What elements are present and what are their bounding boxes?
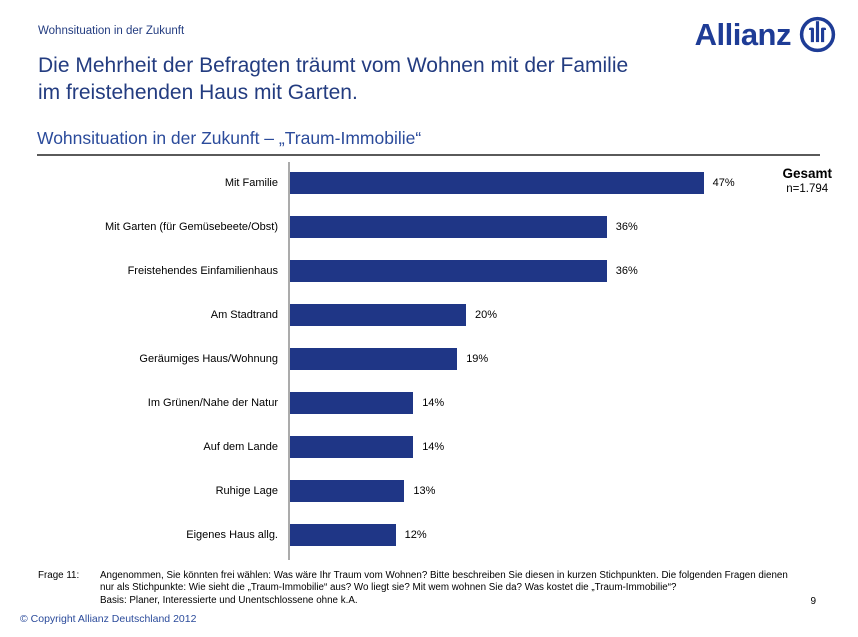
category-label: Mit Familie: [224, 177, 278, 189]
category-axis-line: [288, 162, 290, 560]
value-label: 13%: [413, 485, 436, 497]
category-label: Im Grünen/Nahe der Natur: [147, 397, 278, 409]
chart-row: Mit Familie 47%: [38, 161, 820, 205]
chart-row: Geräumiges Haus/Wohnung 19%: [38, 337, 820, 381]
footnote-line: nur als Stichpunkte: Wie sieht die „Trau…: [100, 582, 677, 594]
bar: [290, 480, 405, 502]
bar-track: 14%: [288, 381, 820, 425]
value-label: 19%: [466, 353, 489, 365]
category-label: Eigenes Haus allg.: [186, 529, 278, 541]
bar-track: 47%: [288, 161, 820, 205]
category-label: Mit Garten (für Gemüsebeete/Obst): [104, 221, 278, 233]
bar-chart: Mit Familie 47% Mit Garten (für Gemüsebeet…: [38, 161, 832, 560]
bar-track: 19%: [288, 337, 820, 381]
chart-row: Freistehendes Einfamilienhaus 36%: [38, 249, 820, 293]
bar: [290, 348, 458, 370]
category-label: Geräumiges Haus/Wohnung: [139, 353, 278, 365]
value-label: 12%: [404, 529, 427, 541]
bar-track: 36%: [288, 205, 820, 249]
bar-track: 12%: [288, 513, 820, 557]
bar: [290, 436, 414, 458]
copyright: © Copyright Allianz Deutschland 2012: [20, 613, 197, 625]
bar: [290, 392, 414, 414]
bar: [290, 260, 607, 282]
value-label: 14%: [422, 441, 445, 453]
sample-size-label: n=1.794: [786, 183, 829, 195]
footnote: Frage 11: Angenommen, Sie könnten frei w…: [38, 570, 828, 607]
footnote-text: Angenommen, Sie könnten frei wählen: Was…: [100, 570, 828, 607]
footnote-line: Angenommen, Sie könnten frei wählen: Was…: [100, 570, 788, 581]
group-annotation: Gesamt n=1.794: [782, 165, 832, 196]
slide-title-line2: im freistehenden Haus mit Garten.: [38, 81, 358, 104]
page-number: 9: [810, 596, 816, 607]
value-label: 47%: [712, 177, 735, 189]
value-label: 20%: [475, 309, 498, 321]
chart-row: Ruhige Lage 13%: [38, 469, 820, 513]
category-label: Freistehendes Einfamilienhaus: [127, 265, 278, 277]
slide-title-line1: Die Mehrheit der Befragten träumt vom Wo…: [38, 54, 629, 77]
category-label: Ruhige Lage: [215, 485, 278, 497]
allianz-emblem-icon: [799, 16, 836, 53]
footnote-line: Basis: Planer, Interessierte und Unentsc…: [100, 594, 358, 606]
allianz-wordmark: Allianz: [694, 17, 792, 52]
bar-track: 13%: [288, 469, 820, 513]
bar-track: 20%: [288, 293, 820, 337]
bar: [290, 524, 396, 546]
slide-title: Die Mehrheit der Befragten träumt vom Wo…: [38, 52, 628, 106]
chart-rows: Mit Familie 47% Mit Garten (für Gemüsebeet…: [38, 161, 820, 557]
chart-row: Am Stadtrand 20%: [38, 293, 820, 337]
chart-row: Auf dem Lande 14%: [38, 425, 820, 469]
chart-row: Im Grünen/Nahe der Natur 14%: [38, 381, 820, 425]
value-label: 14%: [422, 397, 445, 409]
chart-row: Eigenes Haus allg. 12%: [38, 513, 820, 557]
value-label: 36%: [615, 221, 638, 233]
allianz-logo: Allianz: [695, 16, 836, 53]
value-label: 36%: [615, 265, 638, 277]
bar-track: 14%: [288, 425, 820, 469]
bar-track: 36%: [288, 249, 820, 293]
footnote-question-label: Frage 11:: [38, 570, 80, 581]
chart-row: Mit Garten (für Gemüsebeete/Obst) 36%: [38, 205, 820, 249]
bar: [290, 304, 466, 326]
chart-heading: Wohnsituation in der Zukunft – „Traum-Im…: [37, 128, 820, 156]
bar: [290, 172, 704, 194]
bar: [290, 216, 607, 238]
header-label: Wohnsituation in der Zukunft: [38, 25, 185, 37]
group-label: Gesamt: [782, 166, 832, 181]
category-label: Am Stadtrand: [210, 309, 278, 321]
category-label: Auf dem Lande: [203, 441, 278, 453]
